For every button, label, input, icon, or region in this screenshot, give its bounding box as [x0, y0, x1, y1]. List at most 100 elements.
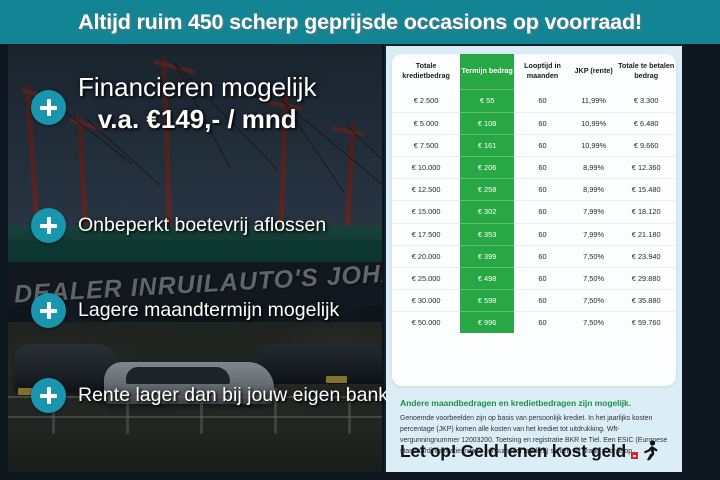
- table-cell: € 55: [460, 89, 515, 113]
- table-cell: € 161: [460, 133, 515, 157]
- table-row: € 5.000 € 108 60 10,99% € 6.480: [392, 111, 676, 135]
- table-cell: € 353: [460, 222, 515, 246]
- table-cell: 11,99%: [581, 96, 606, 106]
- table-cell: € 23.940: [616, 244, 676, 268]
- table-cell: € 399: [460, 244, 515, 268]
- table-cell: 60: [538, 96, 547, 106]
- afm-red-block: [630, 452, 638, 459]
- feature-label: Lagere maandtermijn mogelijk: [78, 298, 340, 321]
- table-cell: € 7.500: [392, 133, 461, 157]
- feature-label: Financieren mogelijk v.a. €149,- / mnd: [78, 72, 316, 135]
- finance-note-body: Genoemde voorbeelden zijn op basis van p…: [400, 415, 668, 455]
- plus-icon: [31, 293, 66, 328]
- plus-icon: [31, 90, 66, 125]
- feature-item-lower-interest: Rente lager dan bij jouw eigen bank: [31, 378, 388, 413]
- table-cell: € 12.500: [392, 178, 461, 201]
- running-man-glyph: [643, 440, 658, 461]
- header-banner: Altijd ruim 450 scherp geprijsde occasio…: [0, 0, 720, 44]
- table-cell: € 15.000: [392, 200, 461, 223]
- table-row: € 17.500 € 353 60 7,99% € 21.180: [392, 222, 676, 246]
- loan-warning-text: Let op! Geld lenen kost geld: [400, 440, 626, 461]
- table-cell: 8,99%: [570, 178, 617, 201]
- finance-panel: Totale kredietbedrag Termijn bedrag Loop…: [386, 46, 682, 472]
- table-cell: € 35.880: [616, 289, 676, 312]
- table-cell: € 258: [460, 178, 515, 201]
- feature-line-primary: Financieren mogelijk: [78, 72, 317, 102]
- frame-edge-right: [682, 44, 720, 480]
- table-cell: € 598: [460, 289, 515, 312]
- finance-note-title: Andere maandbedragen en kredietbedragen …: [400, 398, 631, 408]
- table-row: € 2.500 € 55 60 11,99% € 3.300: [392, 89, 676, 113]
- table-cell: € 5.000: [392, 111, 461, 135]
- column-header-duration: Looptijd in maanden: [524, 61, 561, 81]
- table-cell: 60: [514, 222, 571, 246]
- table-cell: 60: [514, 133, 571, 157]
- feature-label: Rente lager dan bij jouw eigen bank: [78, 383, 389, 406]
- table-cell: 10,99%: [570, 111, 617, 135]
- column-header-total-payable: Totale te betalen bedrag: [618, 61, 675, 81]
- table-cell: € 30.000: [392, 289, 461, 312]
- table-cell: 7,50%: [570, 266, 617, 290]
- feature-item-financing: Financieren mogelijk v.a. €149,- / mnd: [31, 72, 316, 135]
- loan-warning: Let op! Geld lenen kost geld: [400, 440, 659, 462]
- plus-icon: [31, 378, 66, 413]
- table-cell: € 10.000: [392, 155, 461, 179]
- feature-label: Onbeperkt boetevrij aflossen: [78, 213, 327, 236]
- table-cell: € 50.000: [392, 311, 461, 334]
- photo-overlay-shade: [8, 44, 382, 472]
- table-cell: 60: [514, 178, 571, 201]
- table-cell: € 15.480: [616, 178, 676, 201]
- table-cell: 8,99%: [570, 155, 617, 179]
- table-row: € 20.000 € 399 60 7,50% € 23.940: [392, 244, 676, 268]
- table-cell: € 21.180: [616, 222, 676, 246]
- table-cell: € 498: [460, 266, 515, 290]
- table-cell: € 6.480: [616, 111, 676, 135]
- table-cell: 7,99%: [570, 222, 617, 246]
- table-row: € 25.000 € 498 60 7,50% € 29.880: [392, 266, 676, 290]
- dealership-photo: DEALER INRUILAUTO'S JOHAN MEURE ALTIJD 4…: [8, 44, 384, 472]
- table-row: € 15.000 € 302 60 7,99% € 18.120: [392, 200, 676, 223]
- column-header-apr: JKP (rente): [574, 66, 613, 76]
- rates-table-body: € 2.500 € 55 60 11,99% € 3.300 € 5.000 € 108 60…: [392, 89, 676, 334]
- table-cell: € 17.500: [392, 222, 461, 246]
- plus-icon: [31, 208, 66, 243]
- table-cell: 7,50%: [570, 244, 617, 268]
- table-row: € 12.500 € 258 60 8,99% € 15.480: [392, 178, 676, 201]
- table-cell: € 302: [460, 200, 515, 223]
- table-cell: € 3.300: [633, 96, 659, 106]
- table-cell: € 2.500: [413, 96, 439, 106]
- finance-note: Andere maandbedragen en kredietbedragen …: [400, 398, 668, 458]
- table-row: € 30.000 € 598 60 7,50% € 35.880: [392, 289, 676, 312]
- header-title: Altijd ruim 450 scherp geprijsde occasio…: [78, 9, 642, 34]
- table-cell: 7,50%: [570, 311, 617, 334]
- table-cell: 60: [514, 111, 571, 135]
- frame-edge-left: [0, 44, 8, 480]
- table-header-row: Totale kredietbedrag Termijn bedrag Loop…: [392, 54, 676, 90]
- table-cell: € 18.120: [616, 200, 676, 223]
- table-row: € 7.500 € 161 60 10,99% € 9.660: [392, 133, 676, 157]
- table-cell: € 59.760: [616, 311, 676, 334]
- table-cell: 60: [514, 289, 571, 312]
- column-header-total-credit: Totale kredietbedrag: [402, 61, 450, 81]
- table-cell: 60: [514, 200, 571, 223]
- table-cell: 7,99%: [570, 200, 617, 223]
- table-cell: 60: [514, 155, 571, 179]
- table-cell: € 206: [460, 155, 515, 179]
- table-cell: 60: [514, 244, 571, 268]
- table-row: € 10.000 € 206 60 8,99% € 12.360: [392, 155, 676, 179]
- table-cell: € 9.660: [616, 133, 676, 157]
- afm-running-man-icon: [630, 440, 659, 462]
- feature-item-early-repayment: Onbeperkt boetevrij aflossen: [31, 208, 326, 243]
- table-cell: € 996: [460, 311, 515, 334]
- table-cell: 60: [514, 266, 571, 290]
- feature-item-lower-installment: Lagere maandtermijn mogelijk: [31, 293, 339, 328]
- table-cell: 10,99%: [570, 133, 617, 157]
- rates-table: Totale kredietbedrag Termijn bedrag Loop…: [392, 54, 676, 334]
- rates-table-card: Totale kredietbedrag Termijn bedrag Loop…: [392, 54, 676, 386]
- table-cell: 60: [514, 311, 571, 334]
- table-row: € 50.000 € 996 60 7,50% € 59.760: [392, 311, 676, 334]
- frame-edge-bottom: [0, 472, 720, 480]
- table-cell: € 12.360: [616, 155, 676, 179]
